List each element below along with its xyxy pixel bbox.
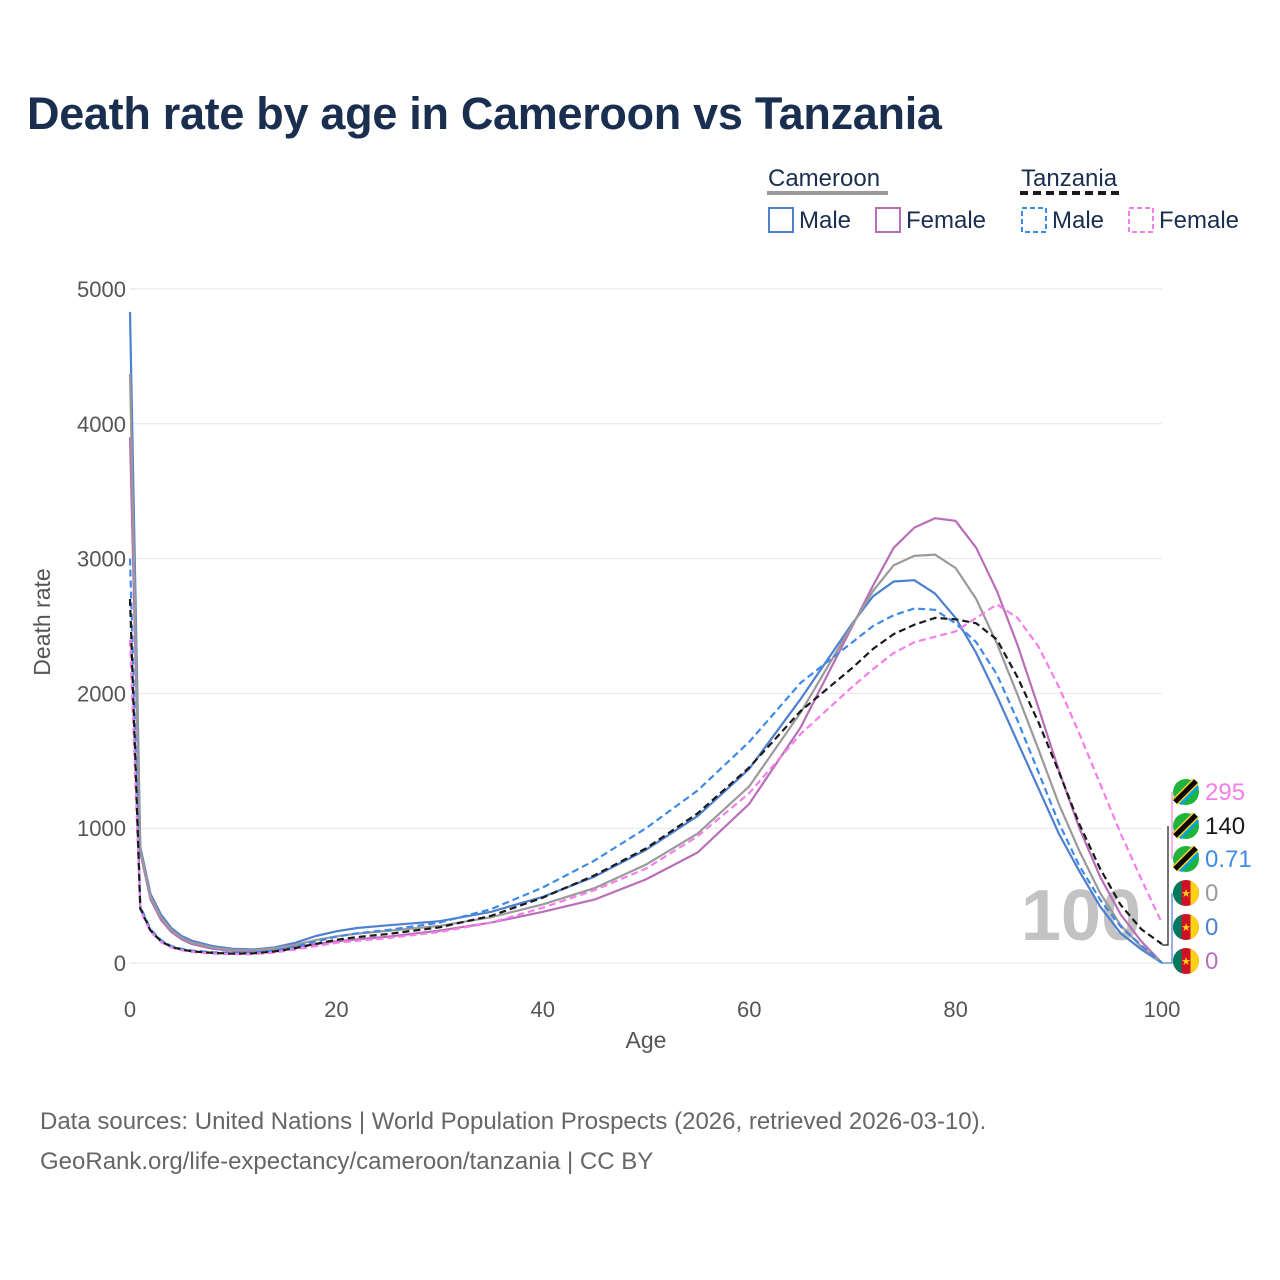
end-marker-tanzania: 295: [1172, 778, 1245, 806]
y-tick-label: 1000: [77, 816, 126, 841]
end-value-label: 140: [1205, 813, 1245, 840]
series-line-cameroon-total[interactable]: [128, 373, 1163, 964]
legend-group-tanzania: Tanzania: [1021, 165, 1118, 192]
end-value-label: 0.71: [1205, 846, 1252, 873]
cameroon-flag-yellow: [1190, 948, 1200, 974]
cameroon-flag-star: ★: [1181, 922, 1191, 934]
end-marker-cameroon: ★ 0: [1172, 880, 1218, 907]
legend[interactable]: Cameroon Male Female Tanzania Male Femal…: [767, 165, 1239, 234]
legend-tanzania-male-label[interactable]: Male: [1052, 207, 1104, 234]
cameroon-flag-star: ★: [1181, 888, 1191, 900]
end-connector-total: [1162, 826, 1169, 946]
legend-cameroon-female-swatch[interactable]: [875, 207, 901, 233]
y-axis-label: Death rate: [29, 568, 55, 675]
end-value-label: 0: [1205, 948, 1218, 975]
cameroon-flag-green: [1172, 948, 1182, 974]
y-tick-label: 3000: [77, 547, 126, 572]
end-value-label: 0: [1205, 914, 1218, 941]
series-line-cameroon-female[interactable]: [128, 437, 1163, 964]
legend-cameroon-male-swatch[interactable]: [768, 207, 794, 233]
x-tick-label: 60: [737, 997, 761, 1022]
x-axis-label: Age: [626, 1027, 667, 1053]
x-tick-label: 0: [124, 997, 136, 1022]
series-layer: [128, 311, 1163, 964]
y-tick-label: 0: [114, 951, 126, 976]
cameroon-flag-green: [1172, 880, 1182, 906]
x-axis-ticks: 0 20 40 60 80 100: [124, 997, 1180, 1022]
tanzania-flag-black: [1173, 813, 1198, 838]
series-line-tanzania-female[interactable]: [128, 603, 1163, 956]
legend-cameroon-female-label[interactable]: Female: [906, 207, 986, 234]
y-tick-label: 5000: [77, 277, 126, 302]
footer-sources: Data sources: United Nations | World Pop…: [40, 1108, 987, 1135]
tanzania-flag-black: [1173, 779, 1198, 804]
cameroon-flag-star: ★: [1181, 956, 1191, 968]
cameroon-flag-yellow: [1190, 914, 1200, 940]
y-tick-label: 4000: [77, 412, 126, 437]
legend-group-cameroon: Cameroon: [768, 165, 880, 192]
x-tick-label: 80: [943, 997, 967, 1022]
y-tick-label: 2000: [77, 681, 126, 706]
end-marker-tanzania: 0.71: [1172, 845, 1252, 873]
x-tick-label: 20: [324, 997, 348, 1022]
series-line-tanzania-total[interactable]: [128, 598, 1163, 955]
tanzania-flag-black: [1173, 846, 1198, 871]
series-line-cameroon-male[interactable]: [128, 311, 1163, 964]
legend-tanzania-female-label[interactable]: Female: [1159, 207, 1239, 234]
y-axis-ticks: 0 1000 2000 3000 4000 5000: [77, 277, 126, 976]
cameroon-flag-yellow: [1190, 880, 1200, 906]
x-tick-label: 100: [1144, 997, 1181, 1022]
x-tick-label: 40: [531, 997, 555, 1022]
end-marker-cameroon: ★ 0: [1172, 948, 1218, 975]
end-value-label: 295: [1205, 779, 1245, 806]
chart-title: Death rate by age in Cameroon vs Tanzani…: [27, 88, 942, 139]
legend-tanzania-male-swatch[interactable]: [1021, 207, 1047, 233]
legend-cameroon-male-label[interactable]: Male: [799, 207, 851, 234]
grid: [130, 288, 1162, 964]
legend-tanzania-female-swatch[interactable]: [1128, 207, 1154, 233]
end-marker-cameroon: ★ 0: [1172, 914, 1218, 941]
footer-link[interactable]: GeoRank.org/life-expectancy/cameroon/tan…: [40, 1148, 654, 1175]
end-connector-cameroon: [1162, 893, 1173, 964]
end-marker-tanzania: 140: [1172, 812, 1245, 840]
series-line-tanzania-male[interactable]: [128, 558, 1163, 964]
end-value-label: 0: [1205, 880, 1218, 907]
cameroon-flag-green: [1172, 914, 1182, 940]
